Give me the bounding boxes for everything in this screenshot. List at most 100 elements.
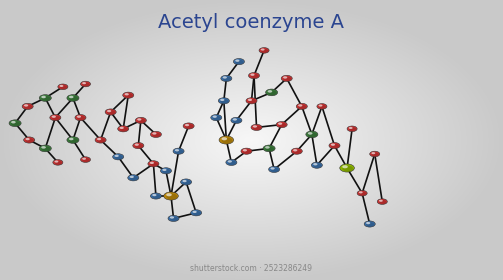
Circle shape [235, 60, 243, 64]
Circle shape [82, 82, 86, 84]
Circle shape [278, 123, 282, 125]
Circle shape [162, 169, 166, 171]
Circle shape [54, 161, 62, 165]
Circle shape [364, 221, 375, 227]
Circle shape [219, 136, 233, 144]
Circle shape [220, 99, 228, 104]
Circle shape [317, 104, 327, 109]
Circle shape [371, 152, 375, 154]
Circle shape [248, 99, 256, 104]
Text: Acetyl coenzyme A: Acetyl coenzyme A [158, 13, 345, 32]
Circle shape [107, 110, 111, 112]
Circle shape [233, 118, 237, 121]
Circle shape [53, 160, 63, 165]
Circle shape [130, 176, 138, 181]
Circle shape [135, 117, 146, 123]
Circle shape [308, 132, 317, 137]
Circle shape [24, 104, 28, 107]
Circle shape [185, 124, 193, 129]
Circle shape [246, 98, 257, 104]
Circle shape [268, 90, 277, 95]
Circle shape [276, 122, 287, 128]
Circle shape [82, 158, 90, 162]
Circle shape [97, 138, 105, 143]
Circle shape [291, 148, 302, 154]
Circle shape [263, 145, 275, 152]
Circle shape [357, 190, 367, 196]
Circle shape [233, 59, 244, 65]
Circle shape [233, 118, 241, 123]
Circle shape [41, 96, 50, 101]
Circle shape [359, 192, 366, 196]
Circle shape [95, 137, 106, 143]
Circle shape [221, 137, 227, 140]
Circle shape [58, 84, 68, 90]
Circle shape [160, 168, 172, 174]
Circle shape [52, 116, 56, 118]
Circle shape [125, 93, 133, 98]
Circle shape [366, 222, 374, 227]
Circle shape [24, 137, 35, 143]
Circle shape [281, 75, 292, 81]
Circle shape [181, 179, 192, 185]
Circle shape [306, 131, 318, 138]
Circle shape [223, 76, 231, 81]
Circle shape [69, 138, 78, 143]
Circle shape [259, 48, 269, 53]
Circle shape [162, 169, 171, 174]
Circle shape [231, 117, 242, 123]
Circle shape [293, 149, 297, 151]
Circle shape [69, 96, 73, 98]
Circle shape [133, 143, 144, 149]
Circle shape [342, 165, 348, 168]
Circle shape [340, 164, 354, 172]
Circle shape [250, 74, 259, 78]
Circle shape [125, 93, 129, 95]
Circle shape [313, 163, 317, 165]
Circle shape [223, 76, 227, 79]
Circle shape [298, 104, 306, 109]
Circle shape [377, 199, 387, 204]
Circle shape [220, 99, 224, 101]
Circle shape [235, 60, 239, 62]
Circle shape [379, 200, 383, 202]
Circle shape [241, 148, 252, 154]
Circle shape [265, 146, 274, 151]
Circle shape [77, 116, 81, 118]
Circle shape [293, 149, 301, 154]
Circle shape [54, 160, 58, 163]
Circle shape [120, 127, 128, 132]
Circle shape [152, 194, 156, 196]
Circle shape [271, 167, 279, 172]
Circle shape [213, 116, 221, 120]
Circle shape [243, 149, 251, 154]
Circle shape [170, 216, 178, 221]
Circle shape [82, 158, 86, 160]
Circle shape [59, 85, 67, 89]
Circle shape [228, 160, 236, 165]
Circle shape [113, 154, 124, 160]
Circle shape [222, 137, 232, 144]
Circle shape [150, 162, 158, 167]
Circle shape [50, 115, 61, 121]
Circle shape [261, 49, 269, 53]
Circle shape [137, 118, 145, 123]
Circle shape [22, 103, 33, 109]
Circle shape [379, 200, 386, 204]
Circle shape [265, 146, 270, 149]
Circle shape [319, 105, 326, 109]
Circle shape [137, 118, 141, 121]
Circle shape [347, 126, 357, 132]
Circle shape [152, 132, 160, 137]
Circle shape [185, 124, 189, 126]
Circle shape [41, 146, 50, 151]
Circle shape [168, 215, 179, 221]
Circle shape [128, 175, 139, 181]
Circle shape [105, 109, 116, 115]
Circle shape [115, 155, 119, 157]
Circle shape [193, 211, 197, 213]
Circle shape [349, 127, 353, 129]
Circle shape [218, 98, 229, 104]
Circle shape [150, 193, 161, 199]
Circle shape [52, 116, 60, 120]
